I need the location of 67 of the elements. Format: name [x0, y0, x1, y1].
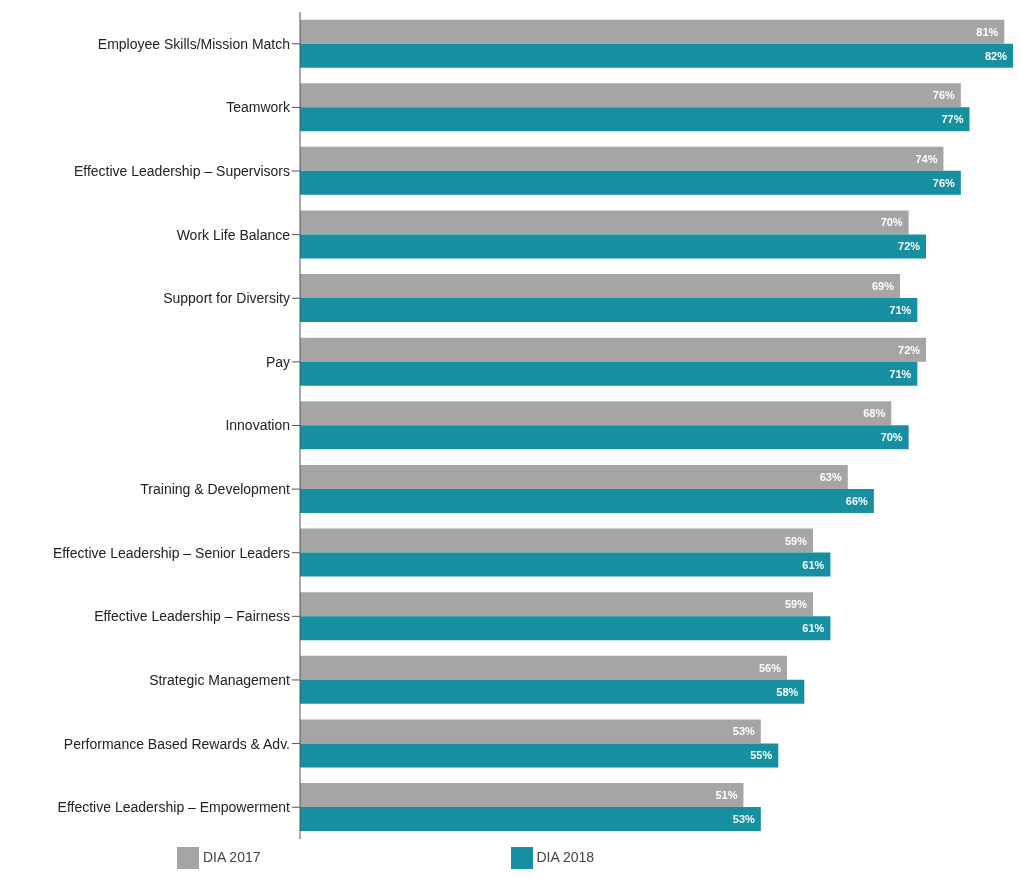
bar: [300, 807, 761, 832]
y-tick-label: Pay: [265, 353, 290, 370]
data-label: 55%: [750, 749, 773, 762]
y-tick-label: Performance Based Rewards & Adv.: [63, 735, 290, 752]
y-tick-label: Effective Leadership – Supervisors: [73, 163, 290, 180]
bar: [300, 425, 909, 450]
data-label: 76%: [932, 176, 956, 189]
bar: [300, 592, 814, 617]
bar: [300, 528, 814, 553]
bar: [300, 274, 900, 299]
bar: [300, 83, 961, 108]
bar: [300, 616, 831, 641]
data-label: 70%: [880, 431, 903, 444]
data-label: 51%: [715, 789, 738, 802]
bar: [300, 43, 1013, 68]
bar: [300, 655, 787, 680]
bar: [300, 234, 927, 259]
legend-label: DIA 2018: [536, 848, 595, 865]
bar: [300, 146, 944, 171]
y-tick-label: Strategic Management: [149, 671, 291, 688]
y-tick-label: Support for Diversity: [163, 290, 290, 307]
data-label: 70%: [880, 216, 903, 229]
bar: [300, 298, 918, 323]
bar: [300, 107, 970, 132]
data-label: 68%: [863, 407, 886, 420]
bar: [300, 337, 927, 362]
data-label: 72%: [898, 343, 921, 356]
bar: [300, 783, 744, 808]
data-label: 59%: [784, 534, 808, 547]
data-label: 69%: [871, 280, 895, 293]
data-label: 76%: [932, 89, 956, 102]
data-label: 56%: [758, 661, 782, 674]
y-tick-label: Work Life Balance: [176, 226, 291, 243]
data-label: 61%: [802, 558, 825, 571]
y-tick-label: Effective Leadership – Senior Leaders: [52, 544, 290, 561]
y-tick-label: Effective Leadership – Empowerment: [57, 799, 291, 816]
data-label: 77%: [941, 113, 964, 126]
legend-label: DIA 2017: [202, 848, 261, 865]
bar: [300, 361, 918, 386]
data-label: 59%: [784, 598, 808, 611]
y-tick-label: Employee Skills/Mission Match: [97, 35, 290, 52]
bar: [300, 552, 831, 577]
bar: [300, 210, 909, 235]
data-label: 72%: [898, 240, 921, 253]
data-label: 61%: [802, 622, 825, 635]
data-label: 66%: [845, 494, 869, 507]
data-label: 81%: [976, 25, 999, 38]
data-label: 71%: [889, 304, 912, 317]
bar: [300, 401, 892, 426]
bar: [300, 19, 1005, 44]
bar: [300, 488, 874, 513]
data-label: 74%: [915, 152, 938, 165]
data-label: 58%: [776, 685, 799, 698]
bar: [300, 679, 805, 704]
data-label: 71%: [889, 367, 912, 380]
y-tick-label: Teamwork: [226, 99, 291, 116]
y-tick-label: Training & Development: [140, 481, 291, 498]
bar: [300, 170, 961, 195]
data-label: 53%: [732, 813, 756, 826]
data-label: 82%: [984, 49, 1008, 62]
bar: [300, 743, 779, 768]
y-tick-label: Innovation: [225, 417, 290, 434]
data-label: 53%: [732, 725, 756, 738]
bar: [300, 719, 761, 744]
y-tick-label: Effective Leadership – Fairness: [94, 608, 290, 625]
data-label: 63%: [819, 470, 842, 483]
bar: [300, 464, 848, 489]
